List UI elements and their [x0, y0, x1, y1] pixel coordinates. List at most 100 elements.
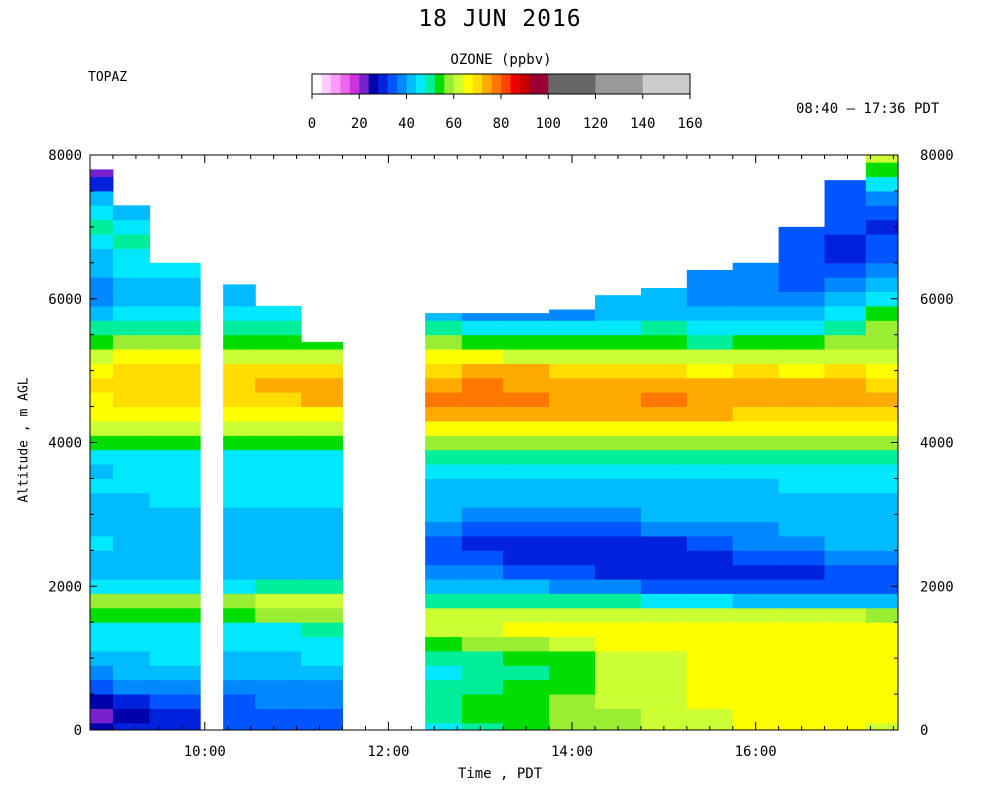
- ozone-cell: [732, 305, 780, 321]
- ozone-cell: [90, 435, 114, 451]
- ozone-cell: [865, 176, 899, 192]
- ozone-cell: [149, 722, 201, 731]
- ozone-cell: [112, 708, 151, 724]
- ozone-cell: [255, 320, 302, 336]
- ozone-cell: [732, 420, 780, 436]
- ozone-cell: [503, 665, 550, 681]
- ozone-cell: [223, 406, 256, 422]
- ozone-cell: [686, 650, 734, 666]
- ozone-cell: [865, 377, 899, 393]
- colorbar-swatch: [321, 74, 332, 94]
- ozone-cell: [255, 679, 302, 695]
- ozone-cell: [640, 492, 688, 508]
- ozone-cell: [425, 550, 463, 566]
- ozone-cell: [90, 535, 114, 551]
- ozone-cell: [255, 607, 302, 623]
- ozone-cell: [732, 392, 780, 408]
- ozone-cell: [595, 708, 642, 724]
- ozone-cell: [503, 636, 550, 652]
- ozone-cell: [223, 579, 256, 594]
- ozone-cell: [778, 234, 826, 249]
- ozone-cell: [461, 449, 504, 465]
- ozone-cell: [640, 287, 688, 293]
- ozone-cell: [301, 406, 343, 422]
- ozone-cell: [732, 464, 780, 479]
- ozone-cell: [425, 435, 463, 451]
- ozone-cell: [686, 708, 734, 724]
- ozone-cell: [503, 694, 550, 709]
- ozone-cell: [90, 550, 114, 566]
- ozone-cell: [865, 521, 899, 537]
- ozone-cell: [112, 478, 151, 494]
- ozone-cell: [732, 607, 780, 623]
- ozone-cell: [824, 349, 867, 364]
- ozone-cell: [686, 392, 734, 408]
- ozone-cell: [301, 435, 343, 451]
- ozone-cell: [301, 636, 343, 652]
- ozone-cell: [223, 622, 256, 638]
- ozone-cell: [778, 694, 826, 709]
- ozone-cell: [640, 507, 688, 523]
- ozone-cell: [90, 564, 114, 580]
- ozone-cell: [425, 406, 463, 422]
- ozone-cell: [732, 579, 780, 594]
- ozone-cell: [732, 478, 780, 494]
- ozone-cell: [425, 622, 463, 638]
- ozone-cell: [595, 377, 642, 393]
- ozone-cell: [112, 507, 151, 523]
- ozone-cell: [90, 521, 114, 537]
- ozone-cell: [595, 564, 642, 580]
- ozone-cell: [149, 435, 201, 451]
- ozone-cell: [824, 665, 867, 681]
- ozone-cell: [112, 334, 151, 350]
- ozone-cell: [425, 722, 463, 731]
- ozone-cell: [824, 219, 867, 235]
- ozone-cell: [778, 291, 826, 307]
- ozone-cell: [824, 564, 867, 580]
- y-tick-label-right: 0: [920, 723, 928, 739]
- ozone-cell: [425, 607, 463, 623]
- ozone-cell: [503, 406, 550, 422]
- ozone-cell: [595, 665, 642, 681]
- ozone-cell: [686, 679, 734, 695]
- ozone-cell: [549, 320, 596, 336]
- ozone-cell: [865, 507, 899, 523]
- ozone-cell: [824, 607, 867, 623]
- ozone-cell: [112, 248, 151, 264]
- ozone-cell: [824, 363, 867, 379]
- ozone-cell: [778, 377, 826, 393]
- ozone-cell: [90, 665, 114, 681]
- ozone-cell: [223, 320, 256, 336]
- ozone-cell: [865, 636, 899, 652]
- ozone-cell: [595, 420, 642, 436]
- ozone-cell: [865, 435, 899, 451]
- ozone-cell: [149, 349, 201, 364]
- ozone-cell: [640, 320, 688, 336]
- ozone-cell: [90, 492, 114, 508]
- ozone-cell: [425, 334, 463, 350]
- colorbar-swatch: [529, 74, 549, 94]
- ozone-cell: [824, 636, 867, 652]
- ozone-cell: [90, 234, 114, 249]
- colorbar-swatch: [472, 74, 483, 94]
- ozone-cell: [686, 492, 734, 508]
- ozone-cell: [778, 593, 826, 609]
- ozone-cell: [778, 579, 826, 594]
- ozone-cell: [732, 550, 780, 566]
- ozone-cell: [865, 449, 899, 465]
- ozone-cell: [503, 622, 550, 638]
- ozone-cell: [549, 449, 596, 465]
- ozone-cell: [686, 665, 734, 681]
- ozone-cell: [112, 665, 151, 681]
- ozone-cell: [686, 694, 734, 709]
- ozone-cell: [595, 622, 642, 638]
- ozone-cell: [503, 377, 550, 393]
- ozone-cell: [90, 708, 114, 724]
- ozone-cell: [112, 650, 151, 666]
- ozone-cell: [732, 320, 780, 336]
- ozone-cell: [824, 708, 867, 724]
- ozone-cell: [686, 270, 734, 278]
- colorbar-swatch: [642, 74, 691, 94]
- ozone-cell: [112, 392, 151, 408]
- ozone-cell: [732, 622, 780, 638]
